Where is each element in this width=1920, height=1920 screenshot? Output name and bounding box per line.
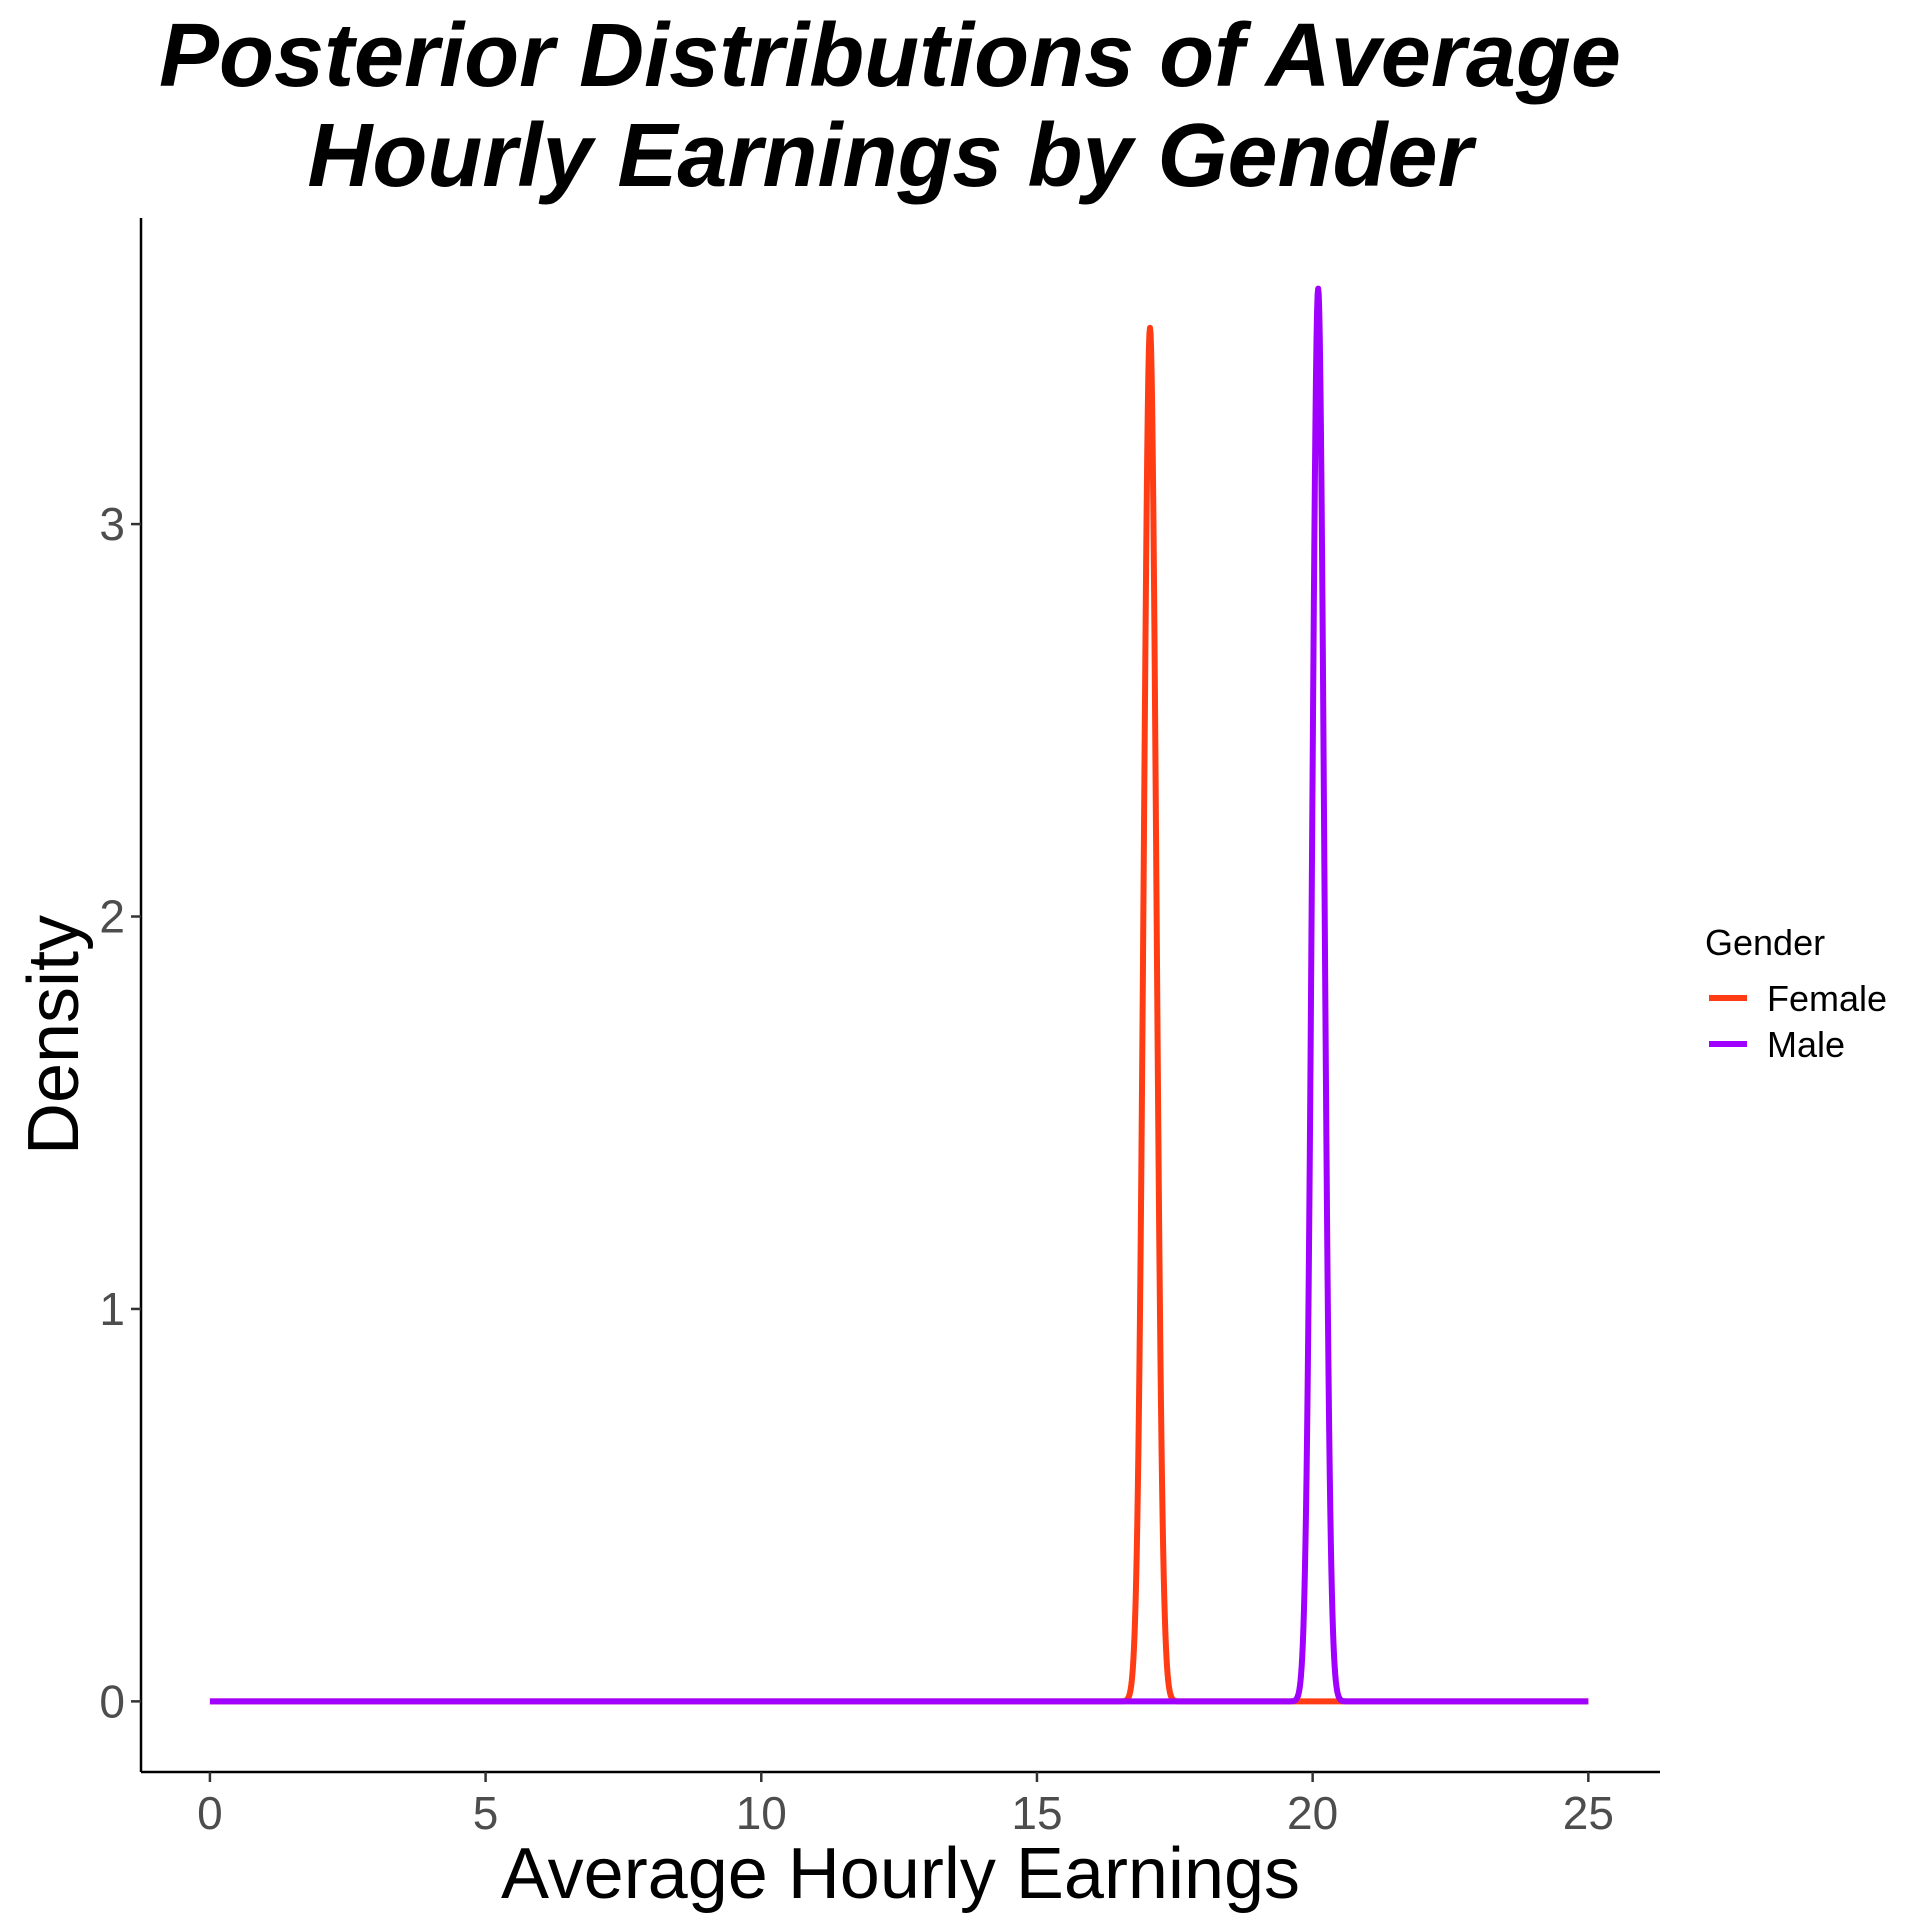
legend: Gender Female Male: [1705, 922, 1887, 1065]
chart-title-line-2: Hourly Earnings by Gender: [307, 106, 1473, 206]
x-tick-label: 0: [197, 1787, 223, 1839]
series-line-male: [207, 285, 1591, 1705]
legend-label-male: Male: [1767, 1024, 1845, 1065]
plot-area: [207, 285, 1591, 1705]
x-tick-label: 20: [1287, 1787, 1338, 1839]
y-tick-label: 1: [99, 1283, 125, 1335]
x-tick-label: 25: [1563, 1787, 1614, 1839]
axes: 0 5 10 15 20 25 0 1 2 3 Average Hourly Earnings Den…: [14, 218, 1660, 1914]
legend-title: Gender: [1705, 922, 1825, 963]
y-axis-title: Density: [14, 915, 94, 1155]
x-tick-label: 15: [1011, 1787, 1062, 1839]
y-tick-label: 2: [99, 891, 125, 943]
x-tick-label: 10: [736, 1787, 787, 1839]
y-tick-label: 3: [99, 498, 125, 550]
x-tick-label: 5: [473, 1787, 499, 1839]
chart-title: Posterior Distributions of Average Hourl…: [0, 6, 1780, 206]
x-axis-title: Average Hourly Earnings: [501, 1834, 1300, 1914]
y-tick-label: 0: [99, 1675, 125, 1727]
series-line-female: [207, 324, 1591, 1705]
chart-title-line-1: Posterior Distributions of Average: [159, 6, 1621, 106]
legend-label-female: Female: [1767, 978, 1887, 1019]
